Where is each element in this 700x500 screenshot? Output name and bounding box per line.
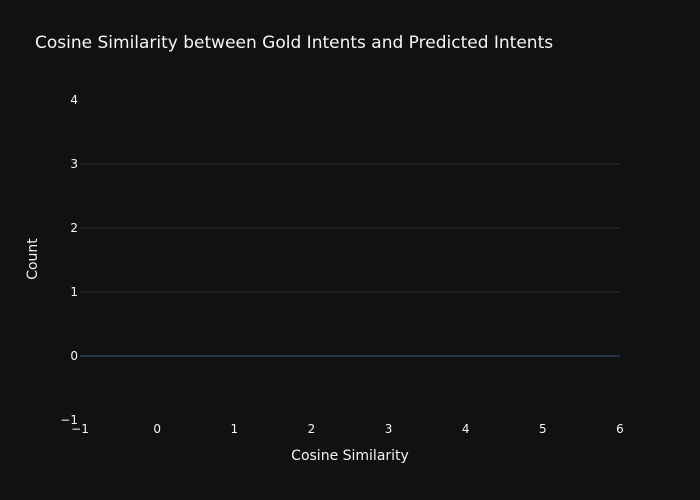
y-tick-label: 2	[70, 221, 78, 235]
y-tick-label: −1	[60, 413, 78, 427]
y-tick-label: 1	[70, 285, 78, 299]
y-axis-title: Count	[25, 238, 41, 280]
gridlines	[80, 163, 620, 357]
y-tick-labels: −1 0 1 2 3 4	[60, 93, 78, 427]
x-tick-label: 5	[539, 422, 547, 436]
y-tick-label: 0	[70, 349, 78, 363]
x-tick-label: −1	[71, 422, 89, 436]
x-tick-labels: −1 0 1 2 3 4 5 6	[71, 422, 624, 436]
y-tick-label: 3	[70, 157, 78, 171]
x-tick-label: 2	[308, 422, 316, 436]
x-axis-title: Cosine Similarity	[291, 448, 409, 464]
x-tick-label: 6	[616, 422, 624, 436]
chart-title: Cosine Similarity between Gold Intents a…	[35, 33, 554, 53]
y-tick-label: 4	[70, 93, 78, 107]
x-tick-label: 1	[230, 422, 238, 436]
x-tick-label: 0	[153, 422, 161, 436]
x-tick-label: 3	[385, 422, 393, 436]
x-tick-label: 4	[462, 422, 470, 436]
